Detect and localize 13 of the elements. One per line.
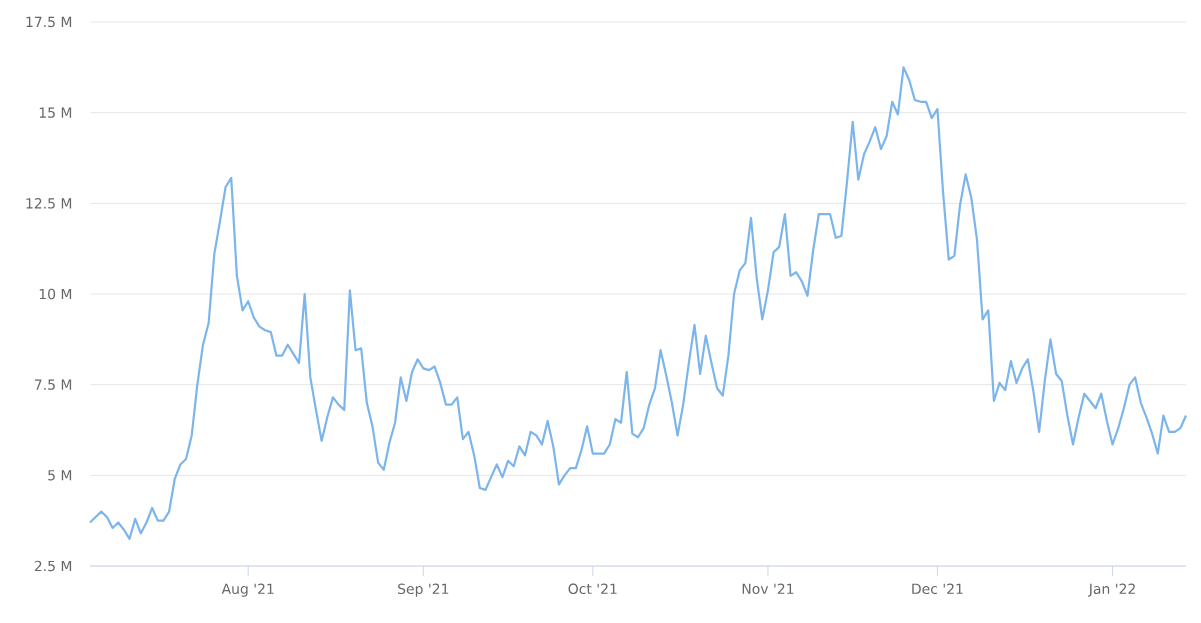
- y-tick-label: 12.5 M: [26, 198, 72, 209]
- x-tick-label: Oct '21: [568, 583, 617, 595]
- y-tick-label: 10 M: [39, 288, 72, 300]
- y-tick-label: 7.5 M: [34, 379, 72, 390]
- y-tick-label: 15 M: [39, 107, 72, 118]
- x-tick-label: Aug '21: [221, 583, 274, 597]
- x-tick-label: Jan '22: [1088, 583, 1135, 597]
- x-tick-label: Nov '21: [742, 583, 794, 595]
- y-tick-label: 5 M: [48, 470, 72, 481]
- y-tick-label: 2.5 M: [34, 560, 72, 572]
- y-tick-label: 17.5 M: [26, 16, 72, 28]
- x-tick-label: Sep '21: [398, 583, 449, 597]
- x-tick-label: Dec '21: [912, 583, 963, 595]
